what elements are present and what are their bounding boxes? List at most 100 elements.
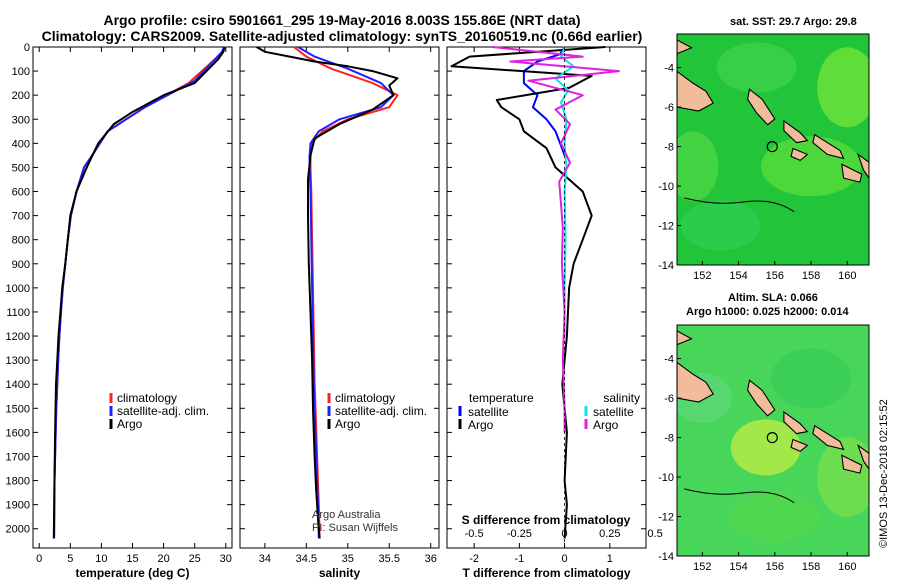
salinity-legend-label: Argo [335,417,361,431]
diff-legend-salinity-title: salinity [603,391,640,405]
sst-lat-tick-label: -14 [658,260,674,272]
sla-map-content [677,325,869,556]
sst-land [677,70,714,112]
depth-tick-label: 2000 [6,524,30,536]
sst-map-title: sat. SST: 29.7 Argo: 29.8 [730,16,857,28]
sst-lat-tick-label: -10 [658,181,674,193]
depth-tick-label: 1200 [6,331,30,343]
sst-land [857,152,869,180]
depth-tick-label: 1300 [6,355,30,367]
salinity-diff-tick-label: -0.25 [507,528,532,540]
sla-lat-tick-label: -12 [658,512,674,524]
sst-lat-tick-label: -6 [664,102,674,114]
sst-land [783,119,809,144]
sst-land [812,133,845,160]
salinity-diff-axis-label: S difference from climatology [462,513,631,527]
diff-legend-label: satellite [468,405,509,419]
depth-tick-label: 100 [12,66,30,78]
depth-tick-label: 1400 [6,379,30,391]
difference-xtick-label: -2 [469,553,479,565]
difference-xlabel: T difference from climatology [462,566,630,580]
depth-tick-label: 200 [12,90,30,102]
sst-lat-tick-label: -4 [664,63,674,75]
sla-land [677,361,714,403]
sla-land [841,454,863,474]
salinity-legend-label: climatology [335,391,395,405]
depth-tick-label: 1100 [6,307,30,319]
sst-land [747,88,776,126]
sla-field-blotch [730,419,801,476]
difference-series-s-argo [492,46,620,433]
salinity-series-argo [256,46,399,539]
sla-field-blotch [817,437,869,518]
depth-tick-label: 1500 [6,403,30,415]
salinity-series-satellite-adj-clim- [297,46,395,539]
depth-tick-label: 300 [12,114,30,126]
figure-title-line2: Climatology: CARS2009. Satellite-adjuste… [41,28,643,44]
argo-australia-note: Argo Australia [312,509,381,521]
salinity-xlabel: salinity [319,566,361,580]
sla-land [747,379,776,417]
argo-pi-note: PI: Susan Wijffels [312,522,398,534]
salinity-axes-frame [239,46,440,549]
difference-xtick-label: -1 [514,553,524,565]
depth-tick-label: 900 [12,259,30,271]
sst-reef-outline [684,197,795,213]
temperature-xtick-label: 20 [157,553,169,565]
sla-lat-tick-label: -8 [664,433,674,445]
sst-land [790,147,809,162]
sst-map-content [677,34,869,265]
sst-panel [676,33,870,266]
figure-title-line1: Argo profile: csiro 5901661_295 19-May-2… [103,12,581,28]
temperature-legend-label: Argo [117,417,143,431]
sst-land [677,39,693,55]
sla-frame [676,324,870,557]
difference-xtick-label: 1 [607,553,613,565]
salinity-diff-tick-label: -0.5 [465,528,484,540]
sla-lat-tick-label: -6 [664,393,674,405]
sst-field-blotch [677,131,719,202]
salinity-xtick-label: 35 [342,553,354,565]
depth-tick-label: 600 [12,187,30,199]
sst-frame [676,33,870,266]
temperature-panel [32,46,233,549]
sst-lon-tick-label: 160 [838,270,856,282]
salinity-xtick-label: 34.5 [296,553,317,565]
salinity-diff-tick-label: 0.5 [647,528,662,540]
sst-lon-tick-label: 156 [766,270,784,282]
sla-lon-tick-label: 152 [693,561,711,573]
temperature-xtick-label: 10 [95,553,107,565]
sla-land [857,443,869,471]
sla-map-title-line1: Altim. SLA: 0.066 [728,292,818,304]
sla-land [790,438,809,453]
temperature-legend-label: satellite-adj. clim. [117,404,209,418]
sla-panel [676,324,870,557]
difference-axes-frame [446,46,647,549]
salinity-xtick-label: 36 [425,553,437,565]
depth-tick-label: 800 [12,235,30,247]
depth-tick-label: 1000 [6,283,30,295]
temperature-xtick-label: 30 [220,553,232,565]
depth-tick-label: 0 [24,42,30,54]
sst-lon-tick-label: 158 [802,270,820,282]
temperature-legend-label: climatology [117,391,177,405]
temperature-xtick-label: 25 [189,553,201,565]
sla-lat-tick-label: -10 [658,472,674,484]
sst-lat-tick-label: -12 [658,221,674,233]
sla-lat-tick-label: -4 [664,354,674,366]
depth-tick-label: 1600 [6,427,30,439]
depth-tick-label: 1700 [6,451,30,463]
salinity-diff-tick-label: 0.25 [599,528,620,540]
sla-land [812,424,845,451]
salinity-xtick-label: 34 [259,553,271,565]
depth-tick-label: 500 [12,162,30,174]
diff-legend-label: satellite [593,405,634,419]
diff-legend-temperature-title: temperature [469,391,534,405]
temperature-xtick-label: 15 [126,553,138,565]
sla-map-title-line2: Argo h1000: 0.025 h2000: 0.014 [686,306,849,318]
depth-tick-label: 1800 [6,476,30,488]
sla-land [783,410,809,435]
sst-field-blotch [716,42,797,93]
sst-lon-tick-label: 152 [693,270,711,282]
